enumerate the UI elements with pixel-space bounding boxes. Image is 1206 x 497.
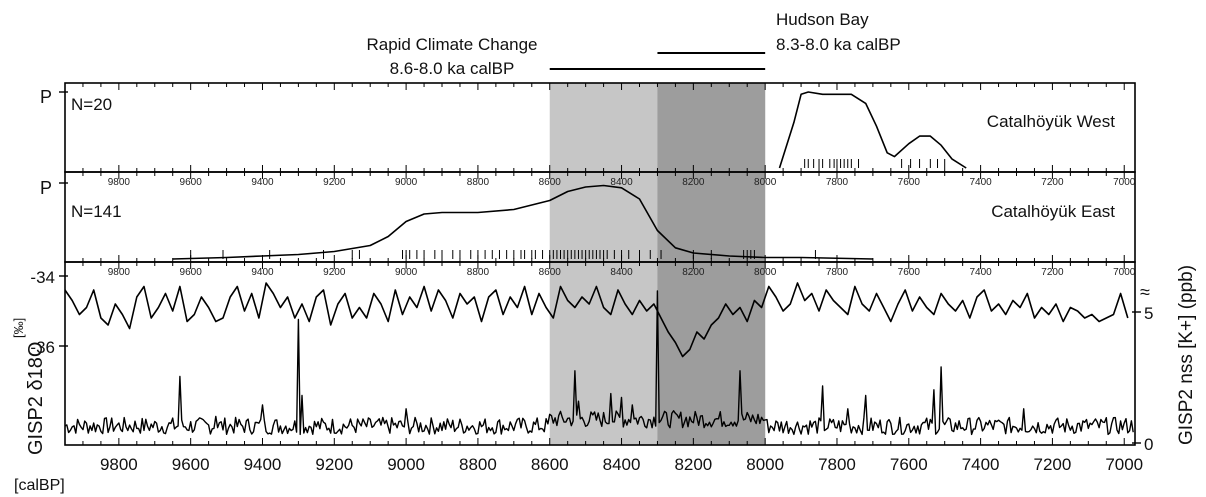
x-tick-4: 9000: [387, 455, 425, 474]
p1-x-tick-13: 7200: [1041, 177, 1064, 188]
d18o-name-label: GISP2 δ18O: [25, 342, 47, 455]
d18o-unit-label: [‰]: [11, 318, 26, 338]
p1-x-tick-5: 8800: [467, 177, 490, 188]
series-layer: [64, 91, 1134, 436]
panel-frames: [64, 82, 1136, 446]
p2-x-tick-12: 7400: [969, 267, 992, 278]
x-tick-1: 9600: [172, 455, 210, 474]
x-tick-0: 9800: [100, 455, 138, 474]
p2-x-tick-11: 7600: [898, 267, 921, 278]
panel2-site-label: Catalhöyük East: [991, 202, 1115, 221]
panel-frame-2: [64, 261, 1136, 446]
p1-x-tick-6: 8600: [539, 177, 562, 188]
x-tick-5: 8800: [459, 455, 497, 474]
panel1-ylabel: P: [40, 87, 52, 107]
p1-x-tick-12: 7400: [969, 177, 992, 188]
p1-x-tick-11: 7600: [898, 177, 921, 188]
p1-x-tick-4: 9000: [395, 177, 418, 188]
p2-x-tick-8: 8200: [682, 267, 705, 278]
p1-x-tick-0: 9800: [108, 177, 131, 188]
x-tick-6: 8600: [531, 455, 569, 474]
event-label-rcc: Rapid Climate Change: [366, 35, 537, 54]
k-ytick-label-1: 5: [1144, 304, 1153, 323]
p1-x-tick-8: 8200: [682, 177, 705, 188]
p2-x-tick-2: 9400: [251, 267, 274, 278]
k-series: [64, 290, 1134, 436]
x-tick-14: 7000: [1105, 455, 1143, 474]
event-range-rcc: 8.6-8.0 ka calBP: [390, 59, 515, 78]
panel2-n-label: N=141: [71, 202, 122, 221]
p1-x-tick-9: 8000: [754, 177, 777, 188]
panel1-n-label: N=20: [71, 95, 112, 114]
p2-x-tick-5: 8800: [467, 267, 490, 278]
x-tick-9: 8000: [746, 455, 784, 474]
p2-x-tick-4: 9000: [395, 267, 418, 278]
x-tick-2: 9400: [244, 455, 282, 474]
p2-x-tick-1: 9600: [180, 267, 203, 278]
event-range-hudson: 8.3-8.0 ka calBP: [776, 35, 901, 54]
panel2-ylabel: P: [40, 178, 52, 198]
d18o-ytick-label-0: -34: [30, 268, 55, 287]
x-tick-11: 7600: [890, 455, 928, 474]
density-curve-1: [778, 91, 967, 169]
k-axis-break: ≈: [1140, 282, 1150, 302]
p1-x-tick-10: 7800: [826, 177, 849, 188]
event-label-hudson: Hudson Bay: [776, 10, 869, 29]
x-tick-13: 7200: [1034, 455, 1072, 474]
x-tick-10: 7800: [818, 455, 856, 474]
x-tick-12: 7400: [962, 455, 1000, 474]
p2-x-tick-10: 7800: [826, 267, 849, 278]
p1-x-tick-3: 9200: [323, 177, 346, 188]
x-tick-8: 8200: [674, 455, 712, 474]
x-tick-7: 8400: [603, 455, 641, 474]
density-curve-2: [172, 184, 873, 260]
axis-ticks: 9800 9600 9400 9200 9000 8800 8600 8400 8200 8000…: [30, 83, 1153, 474]
p2-x-tick-3: 9200: [323, 267, 346, 278]
p1-x-tick-14: 7000: [1113, 177, 1136, 188]
x-unit-label: [calBP]: [14, 477, 65, 494]
p2-x-tick-7: 8400: [610, 267, 633, 278]
p2-x-tick-9: 8000: [754, 267, 777, 278]
p1-x-tick-1: 9600: [180, 177, 203, 188]
p2-x-tick-0: 9800: [108, 267, 131, 278]
p1-x-tick-2: 9400: [251, 177, 274, 188]
p2-x-tick-14: 7000: [1113, 267, 1136, 278]
p1-x-tick-7: 8400: [610, 177, 633, 188]
d18o-ytick-label-1: -36: [30, 338, 55, 357]
p2-x-tick-6: 8600: [539, 267, 562, 278]
d18o-series: [64, 282, 1129, 358]
p2-x-tick-13: 7200: [1041, 267, 1064, 278]
panel1-site-label: Catalhöyük West: [987, 112, 1115, 131]
k-axis-label: GISP2 nss [K+] (ppb): [1176, 265, 1197, 445]
x-tick-3: 9200: [315, 455, 353, 474]
k-ytick-label-0: 0: [1144, 435, 1153, 454]
